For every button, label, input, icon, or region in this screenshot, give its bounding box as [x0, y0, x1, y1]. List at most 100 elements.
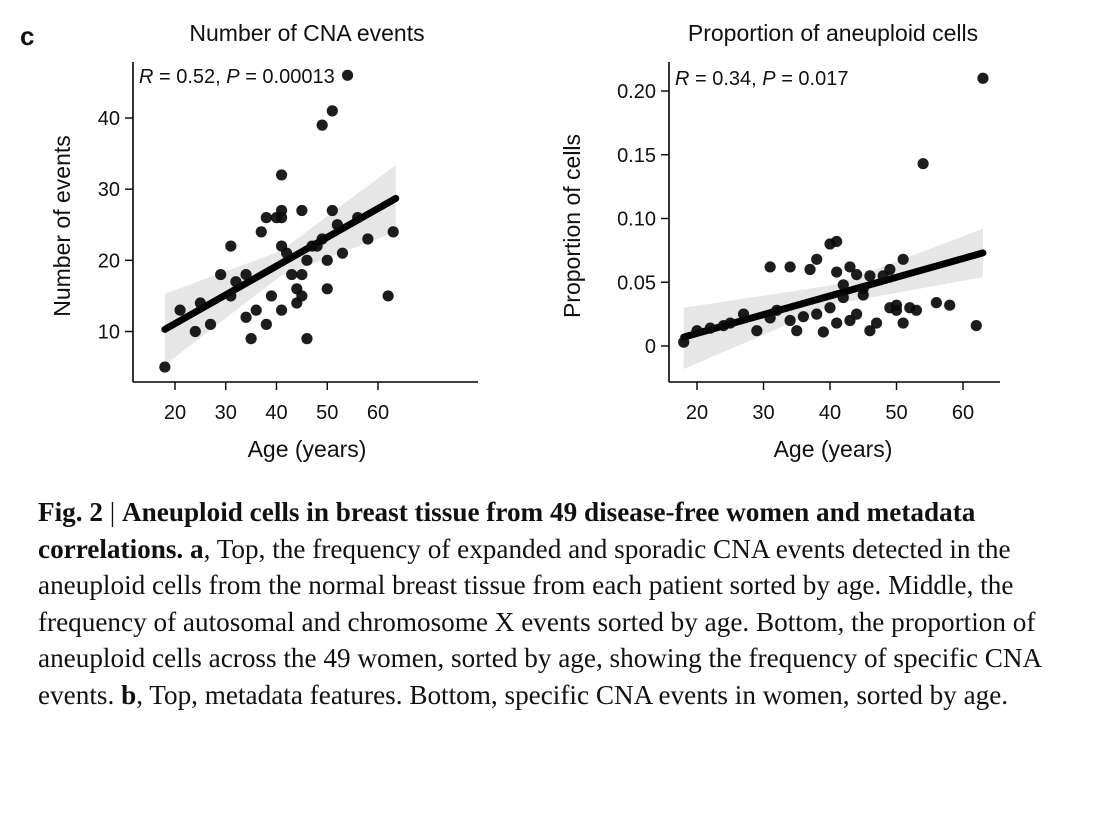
- y-axis-label: Proportion of cells: [559, 134, 585, 318]
- data-point: [301, 254, 313, 266]
- data-point: [837, 291, 849, 304]
- data-point: [811, 253, 823, 265]
- data-point: [225, 240, 237, 252]
- x-axis-label: Age (years): [774, 436, 893, 462]
- caption-panel-b-label: b: [121, 679, 137, 710]
- data-point: [352, 212, 364, 224]
- data-point: [189, 325, 201, 338]
- data-point: [240, 311, 252, 323]
- x-axis-label: Age (years): [248, 436, 367, 462]
- data-point: [321, 254, 333, 266]
- data-point: [817, 326, 829, 338]
- data-point: [851, 308, 863, 320]
- data-point: [737, 308, 750, 320]
- chart-aneuploid-proportion: Proportion of aneuploid cells R = 0.34, …: [559, 20, 1000, 462]
- x-tick-label: 50: [316, 402, 338, 424]
- data-point: [678, 336, 690, 348]
- data-point: [260, 212, 272, 224]
- data-point: [174, 304, 186, 316]
- data-point: [296, 290, 308, 302]
- data-point: [230, 276, 242, 288]
- chart-title: Number of CNA events: [189, 20, 424, 46]
- data-point: [884, 263, 896, 276]
- data-point: [897, 253, 909, 265]
- data-point: [764, 261, 776, 273]
- data-point: [275, 304, 288, 316]
- data-point: [159, 361, 171, 373]
- data-point: [336, 247, 349, 259]
- data-point: [245, 333, 257, 345]
- data-point: [784, 314, 796, 327]
- data-point: [724, 317, 736, 329]
- data-point: [296, 204, 308, 217]
- data-point: [204, 318, 217, 330]
- data-point: [831, 266, 843, 278]
- data-point: [930, 297, 943, 309]
- y-tick-label: 40: [98, 108, 120, 130]
- data-point: [751, 325, 763, 337]
- data-point: [771, 304, 783, 316]
- x-tick-label: 20: [686, 402, 708, 424]
- data-point: [326, 105, 338, 117]
- annotation-p-value: = 0.017: [776, 68, 849, 90]
- data-point: [260, 318, 272, 330]
- data-point: [897, 317, 909, 329]
- data-point: [275, 212, 288, 224]
- data-point: [831, 235, 843, 248]
- data-point: [240, 268, 252, 281]
- annotation-p-label: P: [762, 68, 776, 90]
- data-point: [811, 308, 823, 320]
- y-tick-label: 0.15: [617, 145, 656, 167]
- data-point: [362, 233, 374, 245]
- data-point: [286, 268, 298, 281]
- data-point: [194, 297, 206, 309]
- annotation-p-value: = 0.00013: [240, 66, 335, 88]
- annotation-p-label: P: [226, 66, 240, 88]
- data-point: [864, 325, 876, 337]
- x-tick-label: 40: [265, 402, 287, 424]
- annotation-r-label: R: [139, 66, 153, 88]
- data-point: [321, 283, 333, 295]
- data-point: [265, 290, 278, 302]
- data-point: [316, 233, 328, 245]
- data-point: [831, 317, 843, 329]
- data-point: [977, 72, 989, 84]
- chart-annotation: R = 0.52, P = 0.00013: [139, 66, 335, 88]
- x-tick-label: 50: [885, 402, 907, 424]
- data-point: [301, 333, 313, 345]
- chart-title: Proportion of aneuploid cells: [688, 20, 978, 46]
- y-tick-label: 20: [98, 250, 120, 272]
- y-tick-label: 0.20: [617, 81, 656, 103]
- x-tick-label: 20: [164, 402, 186, 424]
- data-point: [870, 317, 883, 329]
- data-point: [275, 169, 288, 181]
- y-tick-label: 10: [98, 322, 120, 344]
- data-point: [844, 261, 856, 273]
- data-point: [910, 304, 923, 316]
- figure-panel-c: c Number of CNA events R = 0.52, P = 0.0…: [20, 20, 1000, 462]
- x-tick-label: 40: [819, 402, 841, 424]
- data-point: [296, 268, 308, 281]
- data-point: [281, 247, 293, 259]
- data-point: [917, 158, 929, 170]
- data-point: [255, 226, 267, 238]
- data-point: [970, 320, 982, 332]
- caption-title: Aneuploid cells in breast tissue from 49…: [38, 497, 976, 564]
- y-tick-label: 0.05: [617, 272, 656, 294]
- y-tick-label: 30: [98, 179, 120, 201]
- data-point: [331, 219, 343, 231]
- chart-annotation: R = 0.34, P = 0.017: [675, 68, 848, 90]
- caption-fig-label: Fig. 2: [38, 497, 103, 527]
- data-point: [797, 311, 810, 323]
- annotation-r-value: = 0.34,: [689, 68, 762, 90]
- data-point: [704, 322, 716, 334]
- data-point: [250, 304, 262, 316]
- data-point: [764, 312, 776, 324]
- data-point: [691, 325, 703, 337]
- data-point: [824, 302, 836, 314]
- data-point: [791, 325, 803, 337]
- data-point: [804, 263, 816, 276]
- x-tick-label: 30: [215, 402, 237, 424]
- x-tick-label: 60: [367, 402, 389, 424]
- data-point: [944, 299, 956, 311]
